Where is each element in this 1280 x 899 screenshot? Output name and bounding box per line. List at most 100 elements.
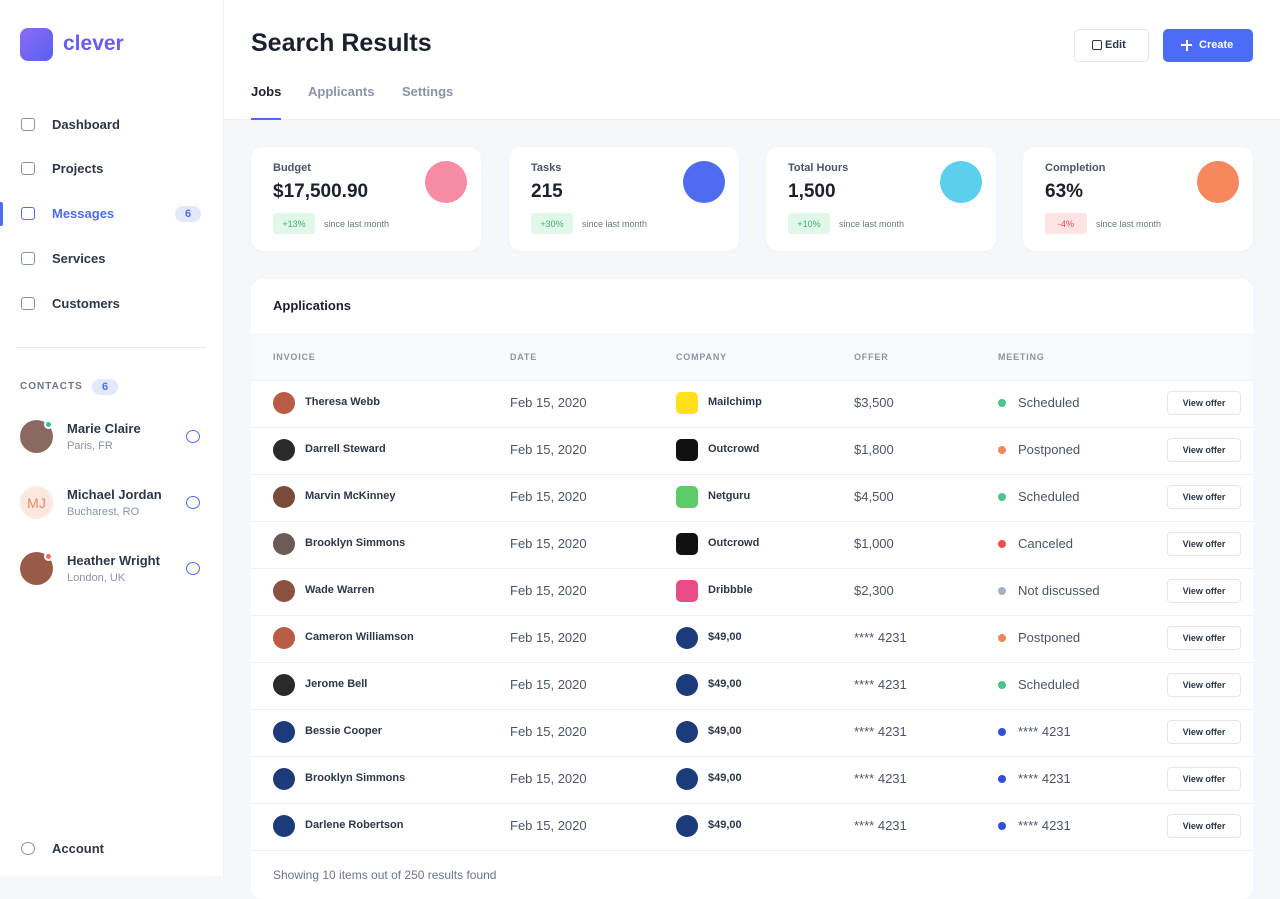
page-title: Search Results (251, 29, 432, 57)
tab[interactable]: Applicants (308, 84, 375, 99)
offer: $4,500 (854, 489, 894, 504)
contact-name[interactable]: Michael Jordan (67, 487, 162, 502)
status-dot (998, 399, 1006, 407)
account-link[interactable]: Account (52, 841, 104, 856)
status-dot (44, 552, 53, 561)
nav-item[interactable]: Projects (52, 161, 104, 176)
column-header: MEETING (998, 352, 1045, 362)
avatar: MJ (20, 486, 53, 519)
company-name: Mailchimp (708, 396, 762, 408)
create-button[interactable]: Create (1163, 29, 1253, 62)
date: Feb 15, 2020 (510, 630, 587, 645)
stat-icon (1197, 161, 1239, 203)
invoice-name: Brooklyn Simmons (305, 537, 406, 549)
view-offer-button[interactable]: View offer (1167, 626, 1241, 650)
nav-item[interactable]: Customers (52, 296, 120, 311)
column-header: COMPANY (676, 352, 727, 362)
icon[interactable] (186, 562, 200, 575)
row-divider (251, 850, 1253, 851)
stat-value: 63% (1045, 181, 1084, 202)
company-name: $49,00 (708, 725, 742, 737)
nav-item[interactable]: Services (52, 251, 106, 266)
meeting: Postponed (1018, 630, 1081, 645)
edit-button[interactable]: Edit (1074, 29, 1149, 62)
view-offer-button[interactable]: View offer (1167, 673, 1241, 697)
company-name: Outcrowd (708, 537, 760, 549)
status-dot (998, 822, 1006, 830)
company-name: Netguru (708, 490, 751, 502)
icon (21, 162, 35, 175)
tab[interactable]: Jobs (251, 84, 282, 99)
offer: **** 4231 (854, 724, 907, 739)
view-offer-button[interactable]: View offer (1167, 767, 1241, 791)
company-logo (676, 627, 698, 649)
nav-item[interactable]: Dashboard (52, 117, 120, 132)
nav-badge: 6 (175, 206, 201, 222)
stat-change: -4% (1045, 213, 1087, 234)
tab-underline (251, 118, 281, 120)
meeting: Postponed (1018, 442, 1081, 457)
company-logo (676, 721, 698, 743)
column-header: INVOICE (273, 352, 316, 362)
view-offer-button[interactable]: View offer (1167, 438, 1241, 462)
meeting: Not discussed (1018, 583, 1100, 598)
meeting: **** 4231 (1018, 724, 1071, 739)
company-logo (676, 392, 698, 414)
stat-label: Budget (273, 162, 311, 174)
meeting: **** 4231 (1018, 818, 1071, 833)
view-offer-button[interactable]: View offer (1167, 391, 1241, 415)
stat-icon (940, 161, 982, 203)
avatar (273, 392, 295, 414)
offer: **** 4231 (854, 677, 907, 692)
divider (16, 347, 206, 348)
view-offer-button[interactable]: View offer (1167, 814, 1241, 838)
stat-change: +10% (788, 213, 830, 234)
view-offer-button[interactable]: View offer (1167, 579, 1241, 603)
company-logo (676, 580, 698, 602)
status-dot (998, 540, 1006, 548)
invoice-name: Cameron Williamson (305, 631, 414, 643)
nav-item[interactable]: Messages (52, 206, 115, 221)
stat-label: Total Hours (788, 162, 849, 174)
offer: **** 4231 (854, 771, 907, 786)
table-title: Applications (273, 298, 352, 313)
stat-card: Completion 63% -4% since last month (1023, 147, 1253, 251)
view-offer-button[interactable]: View offer (1167, 720, 1241, 744)
icon (21, 118, 35, 131)
status-dot (998, 634, 1006, 642)
avatar (273, 439, 295, 461)
contact-name[interactable]: Heather Wright (67, 553, 160, 568)
meeting: Scheduled (1018, 489, 1080, 504)
stat-label: Tasks (531, 162, 562, 174)
create-label: Create (1199, 39, 1234, 51)
invoice-name: Theresa Webb (305, 396, 380, 408)
icon (21, 842, 35, 855)
icon[interactable] (186, 430, 200, 443)
meeting: **** 4231 (1018, 771, 1071, 786)
view-offer-button[interactable]: View offer (1167, 485, 1241, 509)
icon (21, 207, 35, 220)
date: Feb 15, 2020 (510, 583, 587, 598)
row-divider (251, 521, 1253, 522)
contact-name[interactable]: Marie Claire (67, 421, 141, 436)
avatar (273, 721, 295, 743)
stat-label: Completion (1045, 162, 1106, 174)
stat-card: Tasks 215 +30% since last month (509, 147, 739, 251)
stat-change: +13% (273, 213, 315, 234)
contacts-badge: 6 (92, 379, 118, 395)
invoice-name: Brooklyn Simmons (305, 772, 406, 784)
offer: **** 4231 (854, 818, 907, 833)
stat-value: 215 (531, 181, 563, 202)
edit-icon (1092, 40, 1102, 50)
invoice-name: Jerome Bell (305, 678, 368, 690)
avatar (273, 815, 295, 837)
date: Feb 15, 2020 (510, 677, 587, 692)
icon[interactable] (186, 496, 200, 509)
active-indicator (0, 202, 3, 226)
status-dot (998, 493, 1006, 501)
offer: $3,500 (854, 395, 894, 410)
stat-note: since last month (324, 219, 390, 229)
meeting: Scheduled (1018, 677, 1080, 692)
view-offer-button[interactable]: View offer (1167, 532, 1241, 556)
tab[interactable]: Settings (402, 84, 454, 99)
